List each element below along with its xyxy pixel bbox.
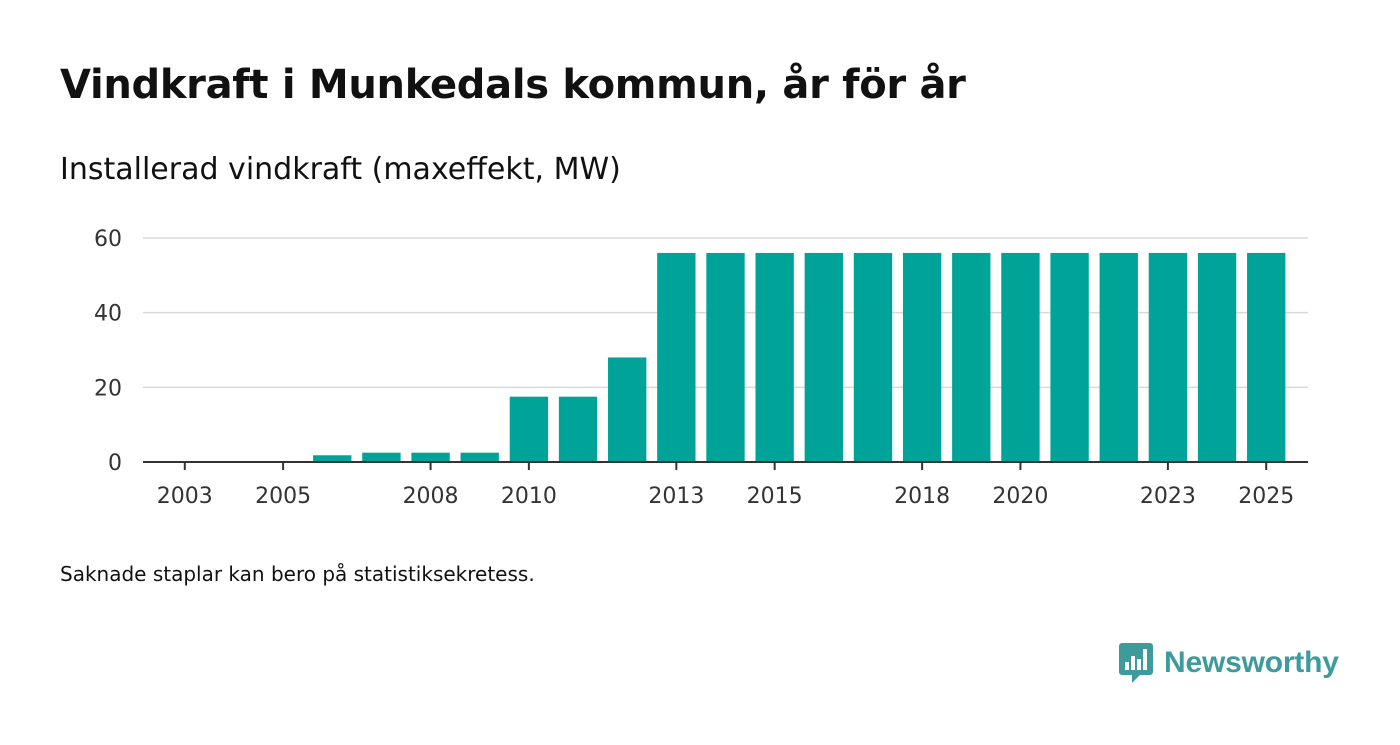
x-tick-label: 2025 xyxy=(1238,484,1294,509)
x-tick-label: 2013 xyxy=(648,484,704,509)
bar-2024[interactable] xyxy=(1197,252,1237,462)
bars xyxy=(313,252,1286,462)
chart-title: Vindkraft i Munkedals kommun, år för år xyxy=(60,62,966,108)
y-tick-label: 60 xyxy=(94,227,122,252)
x-tick-label: 2010 xyxy=(501,484,557,509)
bar-2022[interactable] xyxy=(1099,252,1138,462)
bar-2014[interactable] xyxy=(706,252,745,462)
bar-2020[interactable] xyxy=(1001,252,1040,462)
x-axis-ticks: 2003 2005 2008 2010 2013 2015 2018 2020 2023 2025 xyxy=(157,462,1294,509)
x-tick-label: 2018 xyxy=(894,484,950,509)
footnote: Saknade staplar kan bero på statistiksek… xyxy=(60,562,535,586)
bar-2011[interactable] xyxy=(558,396,598,462)
y-tick-label: 20 xyxy=(94,376,122,401)
bar-2012[interactable] xyxy=(608,357,647,462)
newsworthy-logo-icon xyxy=(1119,643,1153,683)
bar-2015[interactable] xyxy=(755,252,794,462)
bar-2009[interactable] xyxy=(460,452,499,462)
x-tick-label: 2023 xyxy=(1140,484,1196,509)
newsworthy-brand[interactable]: Newsworthy xyxy=(1118,641,1339,685)
bar-2021[interactable] xyxy=(1050,252,1089,462)
bar-2007[interactable] xyxy=(362,452,401,462)
bar-2013[interactable] xyxy=(657,252,696,462)
x-tick-label: 2020 xyxy=(992,484,1048,509)
y-axis-ticks: 0 20 40 60 xyxy=(94,227,122,476)
bar-2006[interactable] xyxy=(313,455,352,462)
bar-2025[interactable] xyxy=(1247,252,1286,462)
x-tick-label: 2005 xyxy=(255,484,311,509)
bar-2016[interactable] xyxy=(804,252,843,462)
x-tick-label: 2015 xyxy=(747,484,803,509)
bar-2019[interactable] xyxy=(952,252,991,462)
bar-2023[interactable] xyxy=(1148,252,1188,462)
bar-2008[interactable] xyxy=(411,452,450,462)
x-tick-label: 2003 xyxy=(157,484,213,509)
chart-subtitle: Installerad vindkraft (maxeffekt, MW) xyxy=(60,152,621,187)
x-tick-label: 2008 xyxy=(403,484,459,509)
y-tick-label: 40 xyxy=(94,302,122,327)
bar-2018[interactable] xyxy=(902,252,942,462)
bar-2017[interactable] xyxy=(853,252,893,462)
brand-name: Newsworthy xyxy=(1164,646,1339,679)
y-tick-label: 0 xyxy=(108,451,122,476)
bar-2010[interactable] xyxy=(509,396,549,462)
